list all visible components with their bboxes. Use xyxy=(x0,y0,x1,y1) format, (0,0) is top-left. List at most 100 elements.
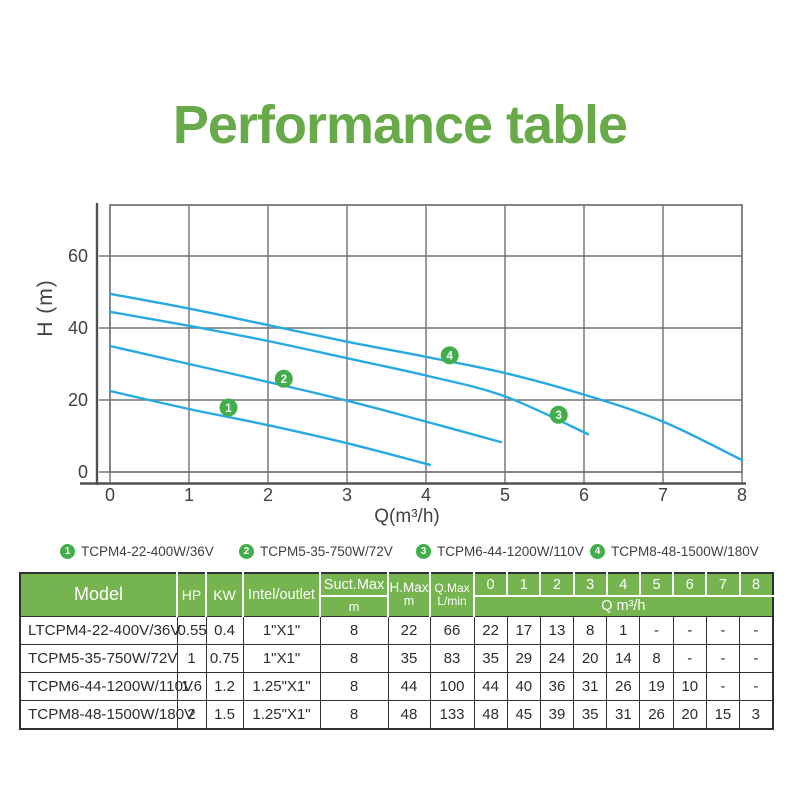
value-cell: - xyxy=(639,615,674,645)
value-cell: 35 xyxy=(573,700,608,730)
svg-text:5: 5 xyxy=(500,485,510,505)
q-max-unit: L/min xyxy=(437,593,467,608)
col-header-q6: 6 xyxy=(672,573,707,596)
curve-3 xyxy=(108,310,590,436)
value-cell: 133 xyxy=(429,700,475,730)
value-cell: 100 xyxy=(429,671,475,702)
y-axis-title: H (m) xyxy=(34,279,57,336)
chart-grid xyxy=(99,204,743,484)
svg-text:0: 0 xyxy=(78,462,88,482)
value-cell: 8 xyxy=(319,615,389,645)
table-body: LTCPM4-22-400V/36V 0.55 0.4 1"X1" 8 22 66 22 17 1… xyxy=(19,615,774,730)
value-cell: 2 xyxy=(176,700,207,730)
value-cell: 22 xyxy=(387,615,431,645)
value-cell: 1 xyxy=(176,643,207,673)
svg-text:60: 60 xyxy=(68,246,88,266)
value-cell: 17 xyxy=(506,615,541,645)
value-cell: 24 xyxy=(539,643,575,673)
value-cell: 1"X1" xyxy=(242,643,321,673)
value-cell: - xyxy=(672,643,707,673)
svg-text:20: 20 xyxy=(68,390,88,410)
value-cell: 26 xyxy=(606,671,641,702)
table-row: TCPM8-48-1500W/180V 2 1.5 1.25"X1" 8 48 133 48 4… xyxy=(19,700,774,730)
value-cell: 36 xyxy=(539,671,575,702)
legend-item-4: 4 TCPM8-48-1500W/180V xyxy=(590,543,759,559)
value-cell: 44 xyxy=(473,671,508,702)
value-cell: 1.25"X1" xyxy=(242,700,321,730)
col-header-q2: 2 xyxy=(539,573,574,596)
performance-table: Model HP KW Intel/outlet Suct.Max H.Max … xyxy=(19,572,774,730)
svg-text:3: 3 xyxy=(342,485,352,505)
legend-item-1: 1 TCPM4-22-400W/36V xyxy=(60,543,214,559)
value-cell: 22 xyxy=(473,615,508,645)
chart-axis-titles: Q(m³/h) H (m) xyxy=(34,279,440,527)
svg-text:2: 2 xyxy=(281,374,287,386)
value-cell: 1.2 xyxy=(205,671,244,702)
h-max-unit: m xyxy=(403,594,415,609)
curve-3-badge-icon: 3 xyxy=(549,405,568,424)
h-max-label: H.Max xyxy=(389,579,429,595)
svg-text:2: 2 xyxy=(263,485,273,505)
value-cell: 13 xyxy=(539,615,575,645)
value-cell: 15 xyxy=(705,700,741,730)
svg-text:40: 40 xyxy=(68,318,88,338)
svg-text:0: 0 xyxy=(105,485,115,505)
value-cell: 0.4 xyxy=(205,615,244,645)
col-header-model: Model xyxy=(20,573,177,616)
legend-label: TCPM4-22-400W/36V xyxy=(81,543,214,559)
value-cell: - xyxy=(705,643,741,673)
value-cell: 3 xyxy=(738,700,774,730)
table-row: LTCPM4-22-400V/36V 0.55 0.4 1"X1" 8 22 66 22 17 1… xyxy=(19,615,774,645)
svg-text:1: 1 xyxy=(225,403,232,415)
value-cell: 1.5 xyxy=(205,700,244,730)
curve-3-badge-icon: 3 xyxy=(416,543,431,559)
q-flow-span-header: Q m³/h xyxy=(473,595,773,616)
chart-axes xyxy=(80,203,746,485)
value-cell: 35 xyxy=(387,643,431,673)
col-header-q3: 3 xyxy=(572,573,607,596)
value-cell: 0.55 xyxy=(176,615,207,645)
curve-badges: 1 2 3 4 xyxy=(219,346,568,424)
value-cell: 29 xyxy=(506,643,541,673)
value-cell: - xyxy=(672,615,707,645)
value-cell: 44 xyxy=(387,671,431,702)
chart-curves xyxy=(108,292,744,466)
performance-chart: 0 20 40 60 0 1 2 3 4 5 6 7 8 Q(m³/h) H (m) 1 2 3 4 xyxy=(34,203,747,527)
model-cell: TCPM5-35-750W/72V xyxy=(19,643,178,673)
value-cell: 1"X1" xyxy=(242,615,321,645)
legend-label: TCPM6-44-1200W/110V xyxy=(437,543,584,559)
value-cell: 8 xyxy=(319,671,389,702)
col-header-q0: 0 xyxy=(472,573,508,596)
col-header-kw: KW xyxy=(205,573,243,616)
col-header-q8: 8 xyxy=(738,573,773,596)
value-cell: 48 xyxy=(387,700,431,730)
value-cell: 19 xyxy=(639,671,674,702)
svg-text:8: 8 xyxy=(737,485,747,505)
suct-max-unit: m xyxy=(319,595,388,616)
value-cell: 26 xyxy=(639,700,674,730)
value-cell: 31 xyxy=(606,700,641,730)
value-cell: 35 xyxy=(473,643,508,673)
value-cell: 45 xyxy=(506,700,541,730)
value-cell: 31 xyxy=(573,671,608,702)
value-cell: - xyxy=(705,671,741,702)
table-header: Model HP KW Intel/outlet Suct.Max H.Max … xyxy=(20,573,773,616)
value-cell: 20 xyxy=(672,700,707,730)
col-header-q7: 7 xyxy=(705,573,740,596)
col-header-q5: 5 xyxy=(638,573,674,596)
curve-2 xyxy=(108,344,503,444)
col-header-suct-max: Suct.Max xyxy=(319,573,388,596)
legend-item-3: 3 TCPM6-44-1200W/110V xyxy=(416,543,584,559)
col-header-q4: 4 xyxy=(605,573,640,596)
value-cell: 8 xyxy=(639,643,674,673)
value-cell: 10 xyxy=(672,671,707,702)
curve-1-badge-icon: 1 xyxy=(60,543,75,559)
col-header-q-max: Q.Max L/min xyxy=(429,573,474,616)
chart-tick-labels: 0 20 40 60 0 1 2 3 4 5 6 7 8 xyxy=(68,246,747,505)
value-cell: 20 xyxy=(573,643,608,673)
page-title: Performance table xyxy=(172,95,628,155)
value-cell: 14 xyxy=(606,643,641,673)
value-cell: - xyxy=(738,615,774,645)
svg-text:4: 4 xyxy=(446,351,453,363)
